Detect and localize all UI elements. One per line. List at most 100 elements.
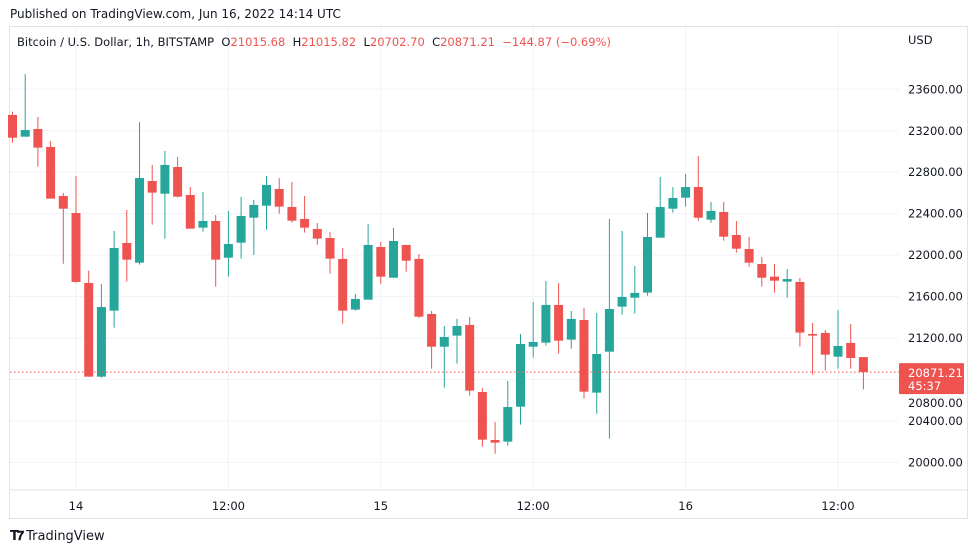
candle-body-down — [554, 304, 564, 341]
candle-body-down — [427, 313, 437, 347]
open-value: 21015.68 — [230, 35, 286, 49]
high-value: 21015.82 — [301, 35, 357, 49]
high-label: H — [292, 35, 302, 49]
candle-body-up — [389, 241, 398, 278]
candle-body-down — [770, 276, 779, 281]
candle-body-up — [643, 236, 652, 293]
candle-body-up — [833, 345, 843, 357]
x-tick-label: 16 — [678, 499, 693, 513]
candle-body-down — [477, 391, 487, 440]
candle-body-down — [71, 213, 81, 282]
candle-body-down — [58, 195, 68, 209]
x-tick-label: 12:00 — [212, 499, 245, 513]
tradingview-logo[interactable]: T𝟕 TradingView — [10, 529, 105, 544]
x-tick-label: 14 — [69, 499, 84, 513]
candle-body-down — [325, 238, 335, 259]
candle-body-up — [782, 279, 792, 282]
candle-body-up — [528, 341, 538, 347]
candle-body-up — [160, 164, 170, 194]
y-tick-label: 23600.00 — [908, 82, 963, 96]
candle-body-up — [604, 308, 614, 352]
candle-body-down — [46, 147, 56, 199]
published-caption: Published on TradingView.com, Jun 16, 20… — [10, 7, 341, 21]
candle-body-down — [465, 324, 475, 391]
candle-body-down — [287, 207, 297, 221]
candle-body-up — [109, 247, 119, 311]
candle-body-up — [516, 344, 525, 407]
candle-body-up — [350, 298, 360, 310]
low-label: L — [363, 35, 370, 49]
x-tick-label: 12:00 — [821, 499, 854, 513]
candle-body-down — [147, 181, 157, 193]
candle-body-up — [96, 307, 106, 377]
candle-body-down — [490, 439, 500, 443]
ohlc-legend: Bitcoin / U.S. Dollar, 1h, BITSTAMP O210… — [17, 35, 611, 49]
candle-body-down — [33, 128, 43, 148]
candle-body-down — [300, 218, 310, 228]
candle-body-up — [541, 304, 551, 343]
candle-body-down — [376, 247, 386, 277]
candle-body-up — [617, 296, 627, 307]
y-tick-label: 21200.00 — [908, 331, 963, 345]
change-value: −144.87 (−0.69%) — [502, 35, 611, 49]
candle-body-up — [630, 292, 640, 298]
candle-body-up — [655, 207, 665, 238]
candle-body-down — [719, 211, 729, 237]
open-label: O — [221, 35, 231, 49]
candle-body-down — [757, 264, 767, 278]
y-tick-label: 22400.00 — [908, 207, 963, 221]
close-value: 20871.21 — [440, 35, 495, 49]
y-tick-label: 21600.00 — [908, 290, 963, 304]
low-value: 20702.70 — [369, 35, 425, 49]
candle-body-down — [401, 244, 411, 261]
y-tick-label: 20800.00 — [908, 396, 963, 410]
last-price-badge — [899, 363, 964, 395]
candle-body-up — [439, 336, 449, 347]
candle-body-up — [223, 244, 233, 258]
candle-body-down — [8, 114, 17, 138]
candle-body-up — [592, 353, 602, 393]
y-tick-label: 20000.00 — [908, 455, 963, 469]
candle-body-up — [135, 178, 144, 263]
y-tick-label: 20400.00 — [908, 414, 963, 428]
x-tick-label: 15 — [373, 499, 388, 513]
candle-body-down — [846, 342, 856, 359]
candle-body-down — [211, 221, 221, 260]
candle-body-down — [808, 333, 818, 336]
chart-frame — [9, 26, 968, 519]
x-tick-label: 12:00 — [517, 499, 550, 513]
candle-body-up — [668, 198, 678, 209]
bar-countdown: 45:37 — [908, 379, 941, 393]
candle-body-down — [858, 357, 868, 373]
candle-body-down — [84, 282, 94, 377]
candle-body-down — [122, 242, 132, 260]
candle-body-down — [579, 319, 589, 392]
candle-body-down — [744, 248, 754, 263]
candle-body-up — [249, 204, 259, 218]
candle-body-up — [363, 244, 373, 300]
candle-body-up — [681, 187, 691, 198]
candle-body-up — [198, 221, 208, 228]
candle-body-up — [452, 325, 462, 336]
candle-body-up — [503, 407, 513, 442]
candle-body-up — [706, 210, 716, 220]
y-tick-label: 22800.00 — [908, 165, 963, 179]
candle-body-down — [338, 258, 348, 311]
candle-body-up — [262, 184, 271, 206]
candle-body-up — [236, 215, 246, 243]
currency-label: USD — [908, 33, 933, 47]
candle-body-down — [185, 194, 195, 229]
last-price-value: 20871.21 — [908, 366, 963, 380]
candle-body-up — [566, 318, 576, 340]
candle-body-up — [20, 130, 30, 137]
brand-name: TradingView — [26, 529, 105, 544]
candle-body-down — [274, 188, 284, 207]
candle-body-down — [820, 332, 830, 355]
candle-body-down — [795, 281, 805, 333]
y-tick-label: 23200.00 — [908, 124, 963, 138]
symbol-title[interactable]: Bitcoin / U.S. Dollar, 1h, BITSTAMP — [17, 35, 215, 49]
close-label: C — [432, 35, 441, 49]
candle-body-down — [414, 258, 424, 317]
